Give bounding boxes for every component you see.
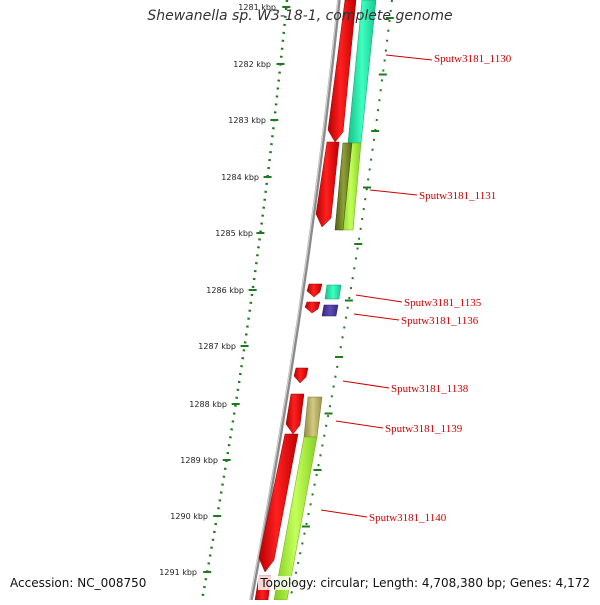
- gene-label-group: Sputw3181_1130 Sputw3181_1131 Sputw3181_…: [320, 53, 512, 524]
- gene-label[interactable]: Sputw3181_1130: [434, 53, 512, 65]
- gene-label[interactable]: Sputw3181_1139: [385, 423, 463, 435]
- gene-arrow[interactable]: [327, 0, 357, 143]
- leader-line: [320, 509, 368, 518]
- ruler-label: 1291 kbp: [159, 568, 197, 577]
- gene-arrow[interactable]: [293, 367, 309, 384]
- gene-block[interactable]: [303, 396, 323, 438]
- gene-arrow[interactable]: [315, 141, 340, 228]
- reverse-strand-genes: [273, 0, 377, 601]
- ruler-label: 1289 kbp: [180, 456, 218, 465]
- leader-line: [342, 380, 390, 389]
- ruler-label: 1285 kbp: [215, 229, 253, 238]
- gene-label[interactable]: Sputw3181_1136: [401, 315, 479, 327]
- genome-summary-text: Topology: circular; Length: 4,708,380 bp…: [258, 576, 592, 590]
- leader-line: [355, 294, 403, 303]
- gene-arrow[interactable]: [306, 283, 323, 298]
- accession-text: Accession: NC_008750: [8, 576, 149, 590]
- gene-block[interactable]: [334, 142, 353, 231]
- gene-label[interactable]: Sputw3181_1140: [369, 512, 447, 524]
- genome-title: Shewanella sp. W3-18-1, complete genome: [147, 8, 453, 24]
- forward-strand-genes: [254, 0, 357, 601]
- leader-line: [335, 420, 384, 429]
- ruler-label: 1286 kbp: [206, 286, 244, 295]
- leader-line: [353, 313, 400, 321]
- ruler-label: 1287 kbp: [198, 342, 236, 351]
- genome-backbone-highlight: [249, 0, 339, 601]
- gene-block[interactable]: [324, 284, 342, 300]
- ruler-labels: 1281 kbp 1282 kbp 1283 kbp 1284 kbp 1285…: [159, 3, 276, 577]
- gene-label[interactable]: Sputw3181_1135: [404, 297, 482, 309]
- genome-backbone: [249, 0, 341, 601]
- ruler-ticks: [203, 6, 291, 573]
- gene-arrow[interactable]: [285, 393, 305, 435]
- ruler-label: 1284 kbp: [221, 173, 259, 182]
- ruler-label: 1290 kbp: [170, 512, 208, 521]
- ruler-label: 1282 kbp: [233, 60, 271, 69]
- gene-arrow[interactable]: [258, 433, 299, 573]
- ruler-label: 1283 kbp: [228, 116, 266, 125]
- gene-arrow[interactable]: [304, 301, 321, 314]
- gene-block[interactable]: [321, 304, 339, 317]
- leader-line: [369, 189, 418, 196]
- ruler-label: 1281 kbp: [238, 3, 276, 12]
- gene-label[interactable]: Sputw3181_1131: [419, 190, 496, 202]
- leader-line: [385, 54, 433, 61]
- gene-label[interactable]: Sputw3181_1138: [391, 383, 469, 395]
- ruler-label: 1288 kbp: [189, 400, 227, 409]
